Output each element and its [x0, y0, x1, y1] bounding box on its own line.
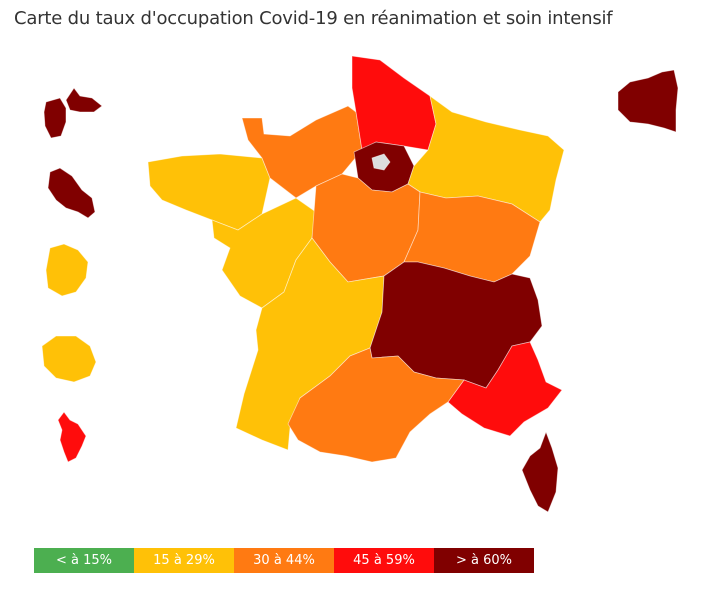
guadeloupe-grande-terre — [65, 87, 103, 113]
region-provence-alpes-cote-d-azur[interactable] — [447, 341, 563, 437]
map-title: Carte du taux d'occupation Covid-19 en r… — [14, 8, 613, 29]
la-reunion[interactable] — [41, 335, 97, 383]
region-hauts-de-france[interactable] — [351, 55, 437, 151]
region-corse[interactable] — [521, 430, 559, 513]
region-occitanie[interactable] — [287, 347, 465, 463]
legend-item-30-44: 30 à 44% — [234, 548, 334, 573]
guadeloupe-basse-terre — [43, 97, 67, 139]
guadeloupe[interactable] — [43, 87, 103, 139]
legend-item-15-29: 15 à 29% — [134, 548, 234, 573]
paris-no-data[interactable] — [371, 153, 391, 171]
mayotte[interactable] — [57, 411, 87, 463]
legend-item-lt15: < à 15% — [34, 548, 134, 573]
legend: < à 15% 15 à 29% 30 à 44% 45 à 59% > à 6… — [34, 548, 534, 573]
guyane[interactable] — [45, 243, 89, 297]
legend-item-gt60: > à 60% — [434, 548, 534, 573]
saint-pierre-miquelon[interactable] — [617, 69, 679, 133]
legend-item-45-59: 45 à 59% — [334, 548, 434, 573]
region-bretagne[interactable] — [147, 153, 271, 231]
martinique[interactable] — [47, 167, 96, 219]
